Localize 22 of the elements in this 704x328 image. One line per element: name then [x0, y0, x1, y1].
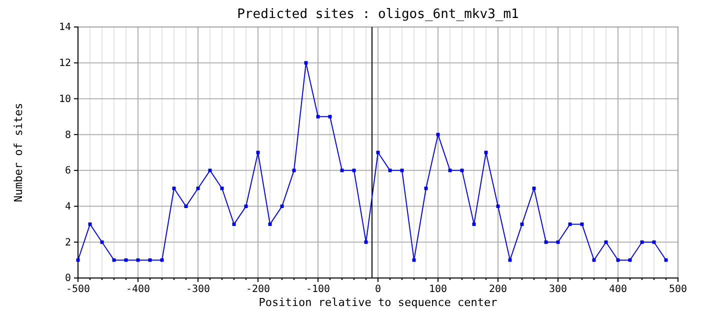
y-tick-label: 6: [64, 166, 71, 177]
x-tick-label: -500: [66, 284, 90, 296]
x-tick-label: 100: [428, 284, 448, 296]
y-tick-label: 10: [58, 94, 71, 105]
x-tick-label: 500: [668, 284, 688, 296]
x-tick-label: 0: [374, 284, 382, 296]
x-tick-label: 400: [608, 284, 628, 296]
x-tick-label: -400: [126, 284, 150, 296]
x-tick-label: -200: [246, 284, 270, 296]
x-tick-label: -300: [186, 284, 210, 296]
chart-title: Predicted sites : oligos_6nt_mkv3_m1: [237, 7, 519, 22]
y-tick-label: 8: [64, 130, 71, 141]
x-tick-label: 300: [548, 284, 568, 296]
x-tick-label: 200: [488, 284, 508, 296]
y-tick-label: 4: [64, 201, 71, 212]
y-axis-title: Number of sites: [12, 102, 25, 202]
y-tick-label: 0: [64, 273, 71, 284]
y-tick-label: 12: [58, 58, 71, 70]
y-tick-label: 14: [58, 22, 71, 34]
x-tick-label: -100: [306, 284, 330, 296]
x-axis-title: Position relative to sequence center: [258, 296, 498, 309]
y-tick-label: 2: [64, 237, 71, 248]
